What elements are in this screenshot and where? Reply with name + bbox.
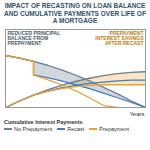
svg-text:PREPAYMENTINTEREST SAVINGSAFTE: PREPAYMENTINTEREST SAVINGSAFTER RECAST <box>95 30 144 46</box>
html-text:Cumulative Interest Payments: Cumulative Interest Payments <box>4 118 83 125</box>
svg-text:REDUCED PRINCIPALBALANCE FROMP: REDUCED PRINCIPALBALANCE FROMPREPAYMENT <box>8 30 61 46</box>
html-text:Recast: Recast <box>67 125 85 132</box>
html-text:Impact of Recasting on Loan Ba: Impact of Recasting on Loan Balance and … <box>4 2 146 24</box>
html-text:Prepayment: Prepayment <box>99 125 129 132</box>
svg-text:Years: Years <box>129 110 144 116</box>
html-text:No Prepayment: No Prepayment <box>14 125 53 132</box>
